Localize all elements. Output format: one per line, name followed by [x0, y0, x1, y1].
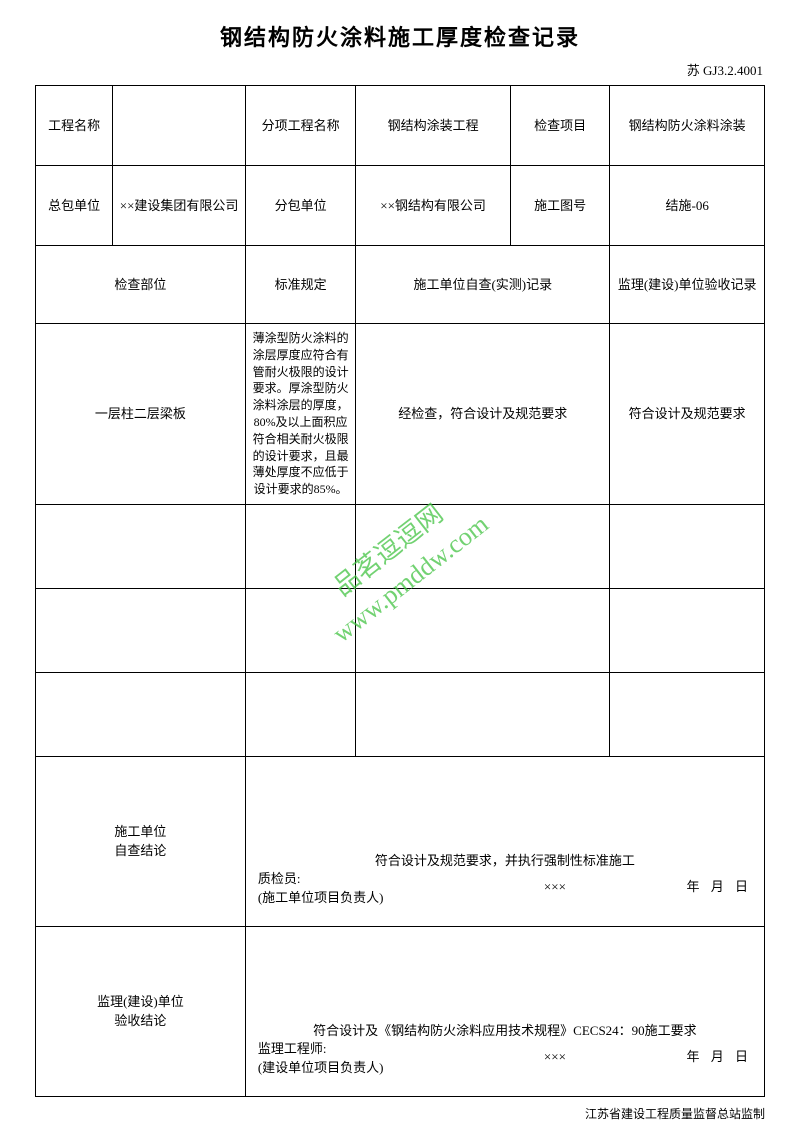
header-cell: 监理(建设)单位验收记录 [610, 246, 765, 324]
header-cell: 标准规定 [245, 246, 355, 324]
conclusion-label: 监理(建设)单位验收结论 [36, 926, 246, 1096]
label-text: 监理(建设)单位验收结论 [40, 992, 241, 1031]
signature: ××× [468, 1039, 642, 1078]
cell: 施工图号 [510, 166, 609, 246]
date-field: 年 月 日 [642, 1039, 752, 1078]
cell: 总包单位 [36, 166, 113, 246]
empty-cell [356, 588, 610, 672]
role-line: 监理工程师: [258, 1041, 327, 1056]
empty-cell [36, 588, 246, 672]
standard-cell: 薄涂型防火涂料的涂层厚度应符合有管耐火极限的设计要求。厚涂型防火涂料涂层的厚度，… [245, 324, 355, 505]
conclusion-body: 符合设计及《钢结构防火涂料应用技术规程》CECS24：90施工要求 监理工程师:… [245, 926, 764, 1096]
role-block: 质检员: (施工单位项目负责人) [258, 869, 468, 908]
role-line: (建设单位项目负责人) [258, 1060, 384, 1075]
role-line: (施工单位项目负责人) [258, 890, 384, 905]
cell: 分项工程名称 [245, 86, 355, 166]
header-cell: 检查部位 [36, 246, 246, 324]
empty-cell [356, 504, 610, 588]
conclusion-body: 符合设计及规范要求，并执行强制性标准施工 质检员: (施工单位项目负责人) ××… [245, 756, 764, 926]
empty-cell [245, 672, 355, 756]
cell: 经检查，符合设计及规范要求 [356, 324, 610, 505]
cell: ××建设集团有限公司 [113, 166, 246, 246]
date-field: 年 月 日 [642, 869, 752, 908]
footer-text: 江苏省建设工程质量监督总站监制 [35, 1105, 765, 1122]
signature: ××× [468, 869, 642, 908]
empty-cell [245, 588, 355, 672]
inspection-table: 工程名称 分项工程名称 钢结构涂装工程 检查项目 钢结构防火涂料涂装 总包单位 … [35, 85, 765, 1097]
cell [113, 86, 246, 166]
page-title: 钢结构防火涂料施工厚度检查记录 [35, 20, 765, 52]
cell: 钢结构涂装工程 [356, 86, 511, 166]
document-code: 苏 GJ3.2.4001 [35, 60, 765, 79]
empty-cell [610, 672, 765, 756]
empty-cell [610, 504, 765, 588]
cell: 符合设计及规范要求 [610, 324, 765, 505]
empty-cell [36, 504, 246, 588]
role-block: 监理工程师: (建设单位项目负责人) [258, 1039, 468, 1078]
cell: 工程名称 [36, 86, 113, 166]
conclusion-label: 施工单位自查结论 [36, 756, 246, 926]
empty-cell [356, 672, 610, 756]
empty-cell [36, 672, 246, 756]
cell: 钢结构防火涂料涂装 [610, 86, 765, 166]
label-text: 施工单位自查结论 [40, 822, 241, 861]
cell: 一层柱二层梁板 [36, 324, 246, 505]
empty-cell [245, 504, 355, 588]
cell: ××钢结构有限公司 [356, 166, 511, 246]
cell: 分包单位 [245, 166, 355, 246]
cell: 结施-06 [610, 166, 765, 246]
role-line: 质检员: [258, 871, 301, 886]
header-cell: 施工单位自查(实测)记录 [356, 246, 610, 324]
conclusion-text: 符合设计及规范要求，并执行强制性标准施工 [246, 813, 764, 871]
cell: 检查项目 [510, 86, 609, 166]
conclusion-text: 符合设计及《钢结构防火涂料应用技术规程》CECS24：90施工要求 [246, 983, 764, 1041]
empty-cell [610, 588, 765, 672]
